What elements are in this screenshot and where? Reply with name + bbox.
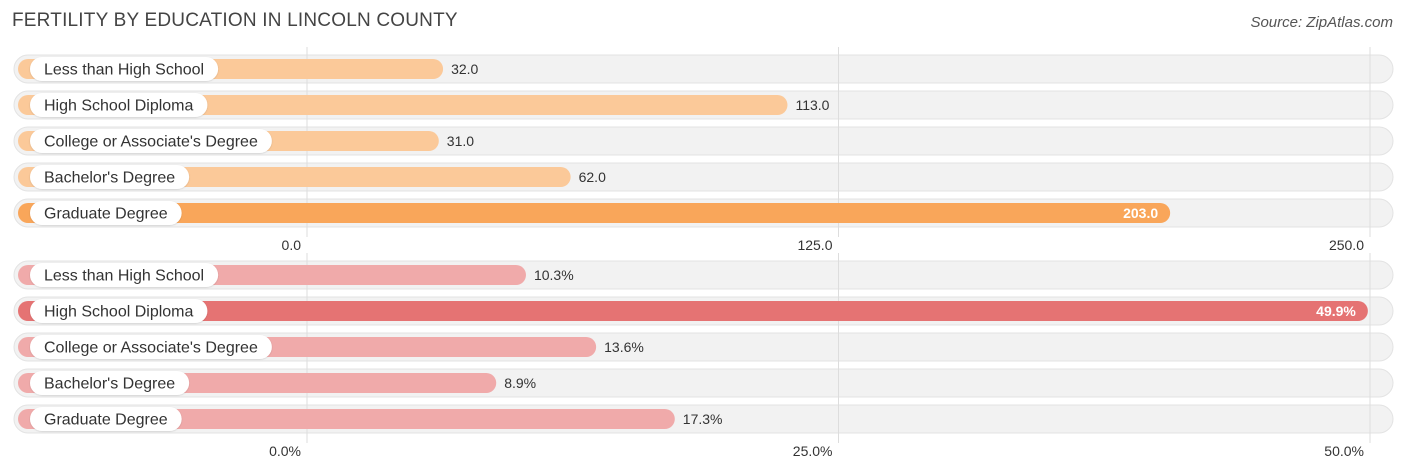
source-note: Source: ZipAtlas.com xyxy=(1250,14,1393,31)
category-label-pill xyxy=(30,299,208,323)
category-label-pill xyxy=(30,93,208,117)
category-label-pill xyxy=(30,335,272,359)
value-label: 17.3% xyxy=(683,411,723,427)
category-label: Graduate Degree xyxy=(44,412,168,429)
category-label: College or Associate's Degree xyxy=(44,340,258,357)
category-label-pill xyxy=(30,129,272,153)
bar xyxy=(18,409,675,429)
value-label: 10.3% xyxy=(534,267,574,283)
category-label-pill xyxy=(30,201,182,225)
value-label: 62.0 xyxy=(579,169,606,185)
category-label-pill xyxy=(30,57,219,81)
bar xyxy=(18,203,1171,223)
bar xyxy=(18,95,788,115)
category-label: Less than High School xyxy=(44,62,204,79)
category-label-pill xyxy=(30,263,219,287)
value-label: 49.9% xyxy=(1316,303,1356,319)
tick-label: 0.0% xyxy=(269,443,301,459)
category-label: Graduate Degree xyxy=(44,206,168,223)
tick-label: 25.0% xyxy=(793,443,833,459)
category-label: Bachelor's Degree xyxy=(44,170,175,187)
bar xyxy=(18,301,1368,321)
value-label: 8.9% xyxy=(504,375,536,391)
category-label-pill xyxy=(30,407,182,431)
category-label: High School Diploma xyxy=(44,98,194,115)
chart-title: FERTILITY BY EDUCATION IN LINCOLN COUNTY xyxy=(12,10,458,31)
tick-label: 50.0% xyxy=(1324,443,1364,459)
tick-label: 0.0 xyxy=(282,237,302,253)
category-label-pill xyxy=(30,371,190,395)
category-label-pill xyxy=(30,165,190,189)
value-label: 203.0 xyxy=(1123,205,1158,221)
value-label: 13.6% xyxy=(604,339,644,355)
category-label: Bachelor's Degree xyxy=(44,376,175,393)
category-label: Less than High School xyxy=(44,268,204,285)
category-label: High School Diploma xyxy=(44,304,194,321)
value-label: 32.0 xyxy=(451,61,478,77)
tick-label: 250.0 xyxy=(1329,237,1364,253)
value-label: 113.0 xyxy=(795,97,829,113)
tick-label: 125.0 xyxy=(797,237,832,253)
value-label: 31.0 xyxy=(447,133,474,149)
category-label: College or Associate's Degree xyxy=(44,134,258,151)
